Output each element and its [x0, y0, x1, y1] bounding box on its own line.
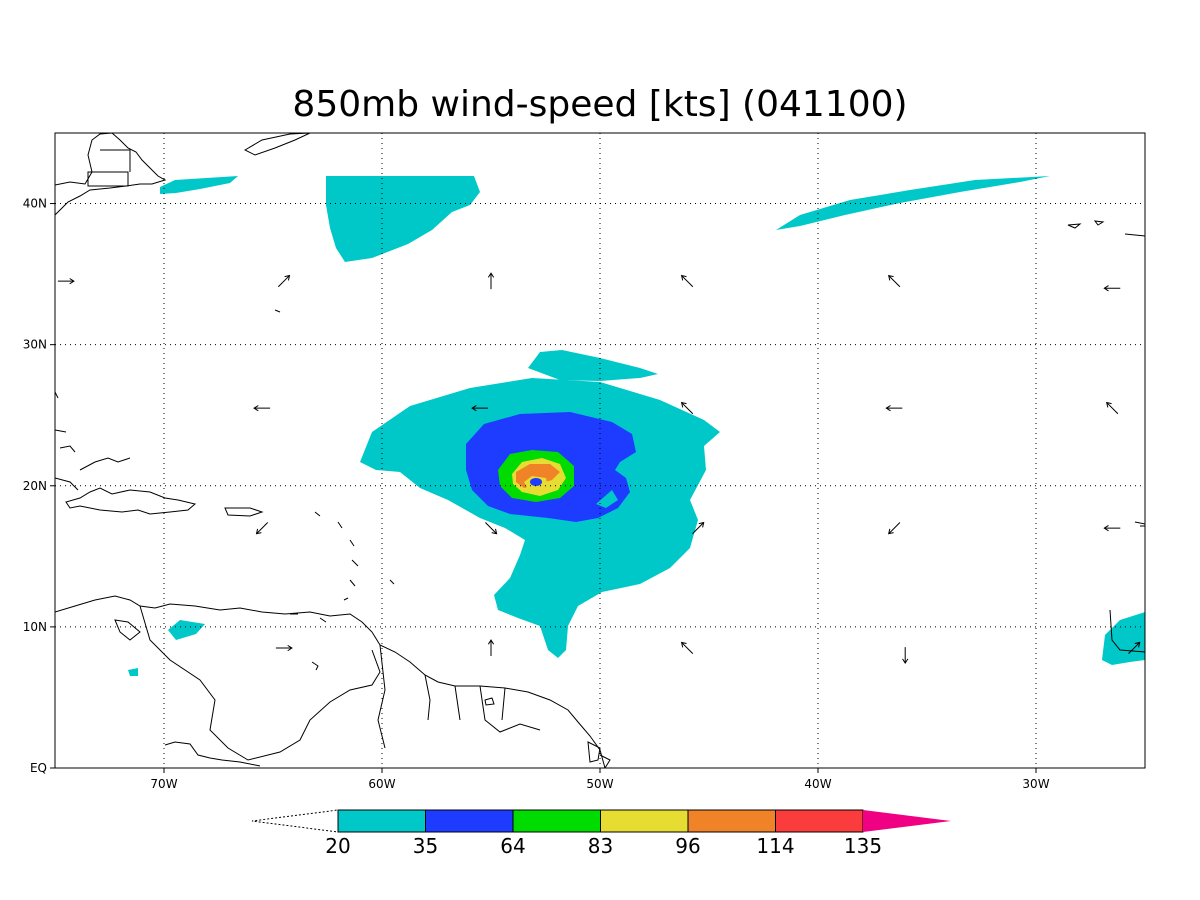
coast-hispaniola [65, 487, 197, 515]
wind-vector-arrow [255, 522, 269, 535]
coast-barbados [389, 579, 395, 585]
coast-nova-scotia [243, 133, 311, 156]
wind-vector-arrow [885, 405, 903, 412]
colorbar-extend-low [251, 809, 339, 833]
wind-vector-arrow [487, 272, 495, 290]
colorbar-swatch [337, 809, 426, 833]
wind-vector-arrow [487, 639, 495, 657]
coast-amazon [164, 741, 261, 767]
map-gridlines [55, 133, 1145, 768]
colorbar-level-label: 114 [756, 834, 794, 858]
coastlines [55, 133, 1145, 768]
shade-20-streak-ne [776, 176, 1050, 230]
colorbar-extend-high [863, 810, 951, 832]
colorbar-level-label: 83 [588, 834, 613, 858]
colorbar-level-label: 35 [413, 834, 438, 858]
map-title: 850mb wind-speed [kts] (041100) [292, 84, 907, 125]
lat-tick-label: 10N [23, 620, 47, 634]
map-plot-area [55, 133, 1145, 768]
wind-vector-arrow [485, 522, 498, 535]
shade-20-patch-north [326, 176, 480, 262]
wind-vector-arrow [902, 647, 909, 665]
lat-tick-label: 20N [23, 479, 47, 493]
colorbar-level-label: 135 [844, 834, 882, 858]
shade-35-inner-gap [596, 490, 618, 508]
lon-tick-label: 50W [586, 777, 613, 791]
shade-20-patch-ne [160, 176, 238, 194]
wind-vector-arrow [275, 644, 293, 652]
shade-20-lobe-28n [528, 350, 658, 381]
coast-island-sa [484, 697, 495, 706]
wind-vector-arrow [680, 274, 694, 288]
wind-vector-arrow [1106, 401, 1119, 415]
lat-tick-label: 30N [23, 338, 47, 352]
wind-vector-arrow [680, 401, 694, 415]
coast-lesser-antilles [314, 511, 359, 601]
coast-state-border [87, 171, 129, 187]
coast-bahamas [55, 429, 131, 491]
wind-vector-arrow [1103, 285, 1121, 292]
wind-vector-arrow [471, 405, 489, 412]
colorbar-swatch [775, 809, 864, 833]
coast-border-2 [100, 149, 131, 172]
coast-maracaibo [114, 619, 141, 641]
wind-vectors [57, 272, 1141, 665]
wind-vector-arrow [692, 521, 705, 535]
coast-new-england [55, 133, 167, 216]
wind-speed-shading [128, 176, 1145, 676]
colorbar-swatch [512, 809, 601, 833]
lon-tick-label: 60W [368, 777, 395, 791]
lat-tick-label: 40N [23, 197, 47, 211]
wind-vector-arrow [888, 522, 901, 535]
colorbar-level-label: 96 [675, 834, 700, 858]
coast-borders [139, 605, 541, 761]
shade-20-patch-sa2 [128, 668, 138, 676]
wind-vector-arrow [57, 278, 75, 285]
coast-africa [1109, 521, 1145, 653]
shade-35-eye [530, 478, 542, 486]
lon-tick-label: 70W [150, 777, 177, 791]
colorbar-swatch [687, 809, 776, 833]
colorbar-level-label: 64 [500, 834, 525, 858]
colorbar: 20 35 64 83 96 114 135 [251, 809, 951, 858]
lon-tick-label: 30W [1022, 777, 1049, 791]
latitude-tick-labels: 40N 30N 20N 10N EQ [23, 197, 55, 775]
coast-bermuda [274, 309, 281, 313]
wind-vector-arrow [680, 641, 694, 655]
longitude-tick-labels: 70W 60W 50W 40W 30W [150, 768, 1050, 791]
shade-20-patch-east [1102, 612, 1145, 665]
wind-vector-arrow [1103, 525, 1121, 532]
shade-20-patch-sa [168, 620, 205, 640]
coast-amazon-mouth [587, 741, 611, 768]
colorbar-swatch [600, 809, 689, 833]
coast-azores [1067, 220, 1145, 237]
colorbar-level-label: 20 [325, 834, 350, 858]
colorbar-swatch [425, 809, 514, 833]
wind-vector-arrow [888, 274, 901, 288]
lon-tick-label: 40W [804, 777, 831, 791]
coast-south-america [55, 595, 606, 768]
wind-vector-arrow [1128, 641, 1141, 655]
coast-trinidad [290, 613, 327, 671]
wind-vector-arrow [277, 274, 291, 288]
lat-tick-label: EQ [30, 761, 47, 775]
coast-puerto-rico [224, 507, 264, 517]
wind-vector-arrow [253, 405, 271, 412]
